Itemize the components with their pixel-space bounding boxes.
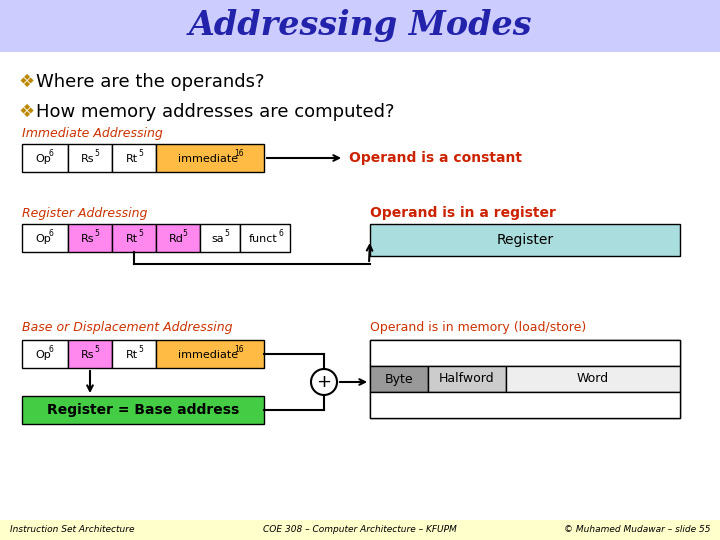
Text: Rt: Rt bbox=[126, 234, 138, 244]
Text: Rt: Rt bbox=[126, 154, 138, 164]
Bar bbox=[156, 224, 200, 252]
Text: 5: 5 bbox=[224, 230, 229, 239]
Text: Word: Word bbox=[577, 373, 609, 386]
Bar bbox=[0, 520, 720, 540]
Bar bbox=[22, 224, 68, 252]
Text: 5: 5 bbox=[182, 230, 186, 239]
Text: Operand is in memory (load/store): Operand is in memory (load/store) bbox=[370, 321, 586, 334]
Bar bbox=[370, 224, 680, 256]
Text: 5: 5 bbox=[94, 150, 99, 159]
Text: sa: sa bbox=[212, 234, 225, 244]
Text: Rs: Rs bbox=[81, 350, 95, 360]
Text: +: + bbox=[317, 373, 331, 391]
Bar bbox=[200, 224, 240, 252]
Text: Where are the operands?: Where are the operands? bbox=[36, 73, 264, 91]
Text: ❖: ❖ bbox=[18, 73, 34, 91]
Text: Operand is a constant: Operand is a constant bbox=[349, 151, 522, 165]
Bar bbox=[112, 340, 156, 368]
Bar bbox=[68, 144, 112, 172]
Bar bbox=[506, 366, 680, 392]
Text: © Muhamed Mudawar – slide 55: © Muhamed Mudawar – slide 55 bbox=[564, 525, 710, 535]
Text: 6: 6 bbox=[279, 230, 284, 239]
Text: Instruction Set Architecture: Instruction Set Architecture bbox=[10, 525, 135, 535]
Text: 6: 6 bbox=[49, 150, 54, 159]
Text: 5: 5 bbox=[138, 230, 143, 239]
Text: Base or Displacement Addressing: Base or Displacement Addressing bbox=[22, 321, 233, 334]
Text: 6: 6 bbox=[49, 346, 54, 354]
Text: ❖: ❖ bbox=[18, 103, 34, 121]
Text: Rt: Rt bbox=[126, 350, 138, 360]
Text: How memory addresses are computed?: How memory addresses are computed? bbox=[36, 103, 395, 121]
Text: COE 308 – Computer Architecture – KFUPM: COE 308 – Computer Architecture – KFUPM bbox=[263, 525, 457, 535]
Bar bbox=[22, 340, 68, 368]
Text: funct: funct bbox=[248, 234, 277, 244]
Text: Register: Register bbox=[496, 233, 554, 247]
Bar bbox=[22, 396, 264, 424]
Bar bbox=[22, 144, 68, 172]
Text: 5: 5 bbox=[94, 346, 99, 354]
Text: Op: Op bbox=[35, 154, 51, 164]
Circle shape bbox=[311, 369, 337, 395]
Text: Addressing Modes: Addressing Modes bbox=[188, 10, 532, 43]
Text: Immediate Addressing: Immediate Addressing bbox=[22, 126, 163, 139]
Text: 16: 16 bbox=[234, 150, 243, 159]
Text: Byte: Byte bbox=[384, 373, 413, 386]
Text: Register Addressing: Register Addressing bbox=[22, 206, 148, 219]
Text: Op: Op bbox=[35, 350, 51, 360]
Bar bbox=[240, 224, 290, 252]
Bar bbox=[68, 224, 112, 252]
Text: Register = Base address: Register = Base address bbox=[47, 403, 239, 417]
Bar bbox=[370, 392, 680, 418]
Bar bbox=[370, 366, 428, 392]
Bar bbox=[112, 224, 156, 252]
Text: 5: 5 bbox=[94, 230, 99, 239]
Bar bbox=[68, 340, 112, 368]
Text: immediate: immediate bbox=[178, 350, 238, 360]
Text: 5: 5 bbox=[138, 150, 143, 159]
Bar bbox=[428, 366, 506, 392]
Text: Rd: Rd bbox=[168, 234, 184, 244]
Text: Halfword: Halfword bbox=[439, 373, 495, 386]
Text: 6: 6 bbox=[49, 230, 54, 239]
Bar bbox=[156, 144, 264, 172]
Bar bbox=[370, 340, 680, 418]
Bar bbox=[156, 340, 264, 368]
Text: immediate: immediate bbox=[178, 154, 238, 164]
Bar bbox=[370, 340, 680, 366]
Text: Op: Op bbox=[35, 234, 51, 244]
Text: Rs: Rs bbox=[81, 234, 95, 244]
Text: 5: 5 bbox=[138, 346, 143, 354]
Text: 16: 16 bbox=[234, 346, 243, 354]
Bar bbox=[112, 144, 156, 172]
Bar bbox=[0, 0, 720, 52]
Text: Operand is in a register: Operand is in a register bbox=[370, 206, 556, 220]
Text: Rs: Rs bbox=[81, 154, 95, 164]
